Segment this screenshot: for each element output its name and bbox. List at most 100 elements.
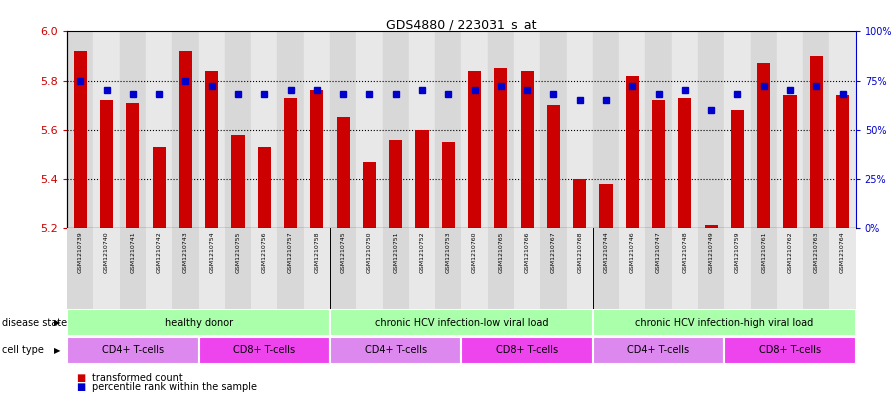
Bar [357, 228, 383, 309]
Bar [146, 228, 172, 309]
Bar [672, 228, 698, 309]
Bar [566, 228, 593, 309]
Text: GSM1210741: GSM1210741 [131, 231, 135, 273]
Bar [389, 140, 402, 228]
Bar [120, 31, 146, 228]
Text: GSM1210745: GSM1210745 [340, 231, 346, 273]
Bar [751, 31, 777, 228]
Bar [777, 228, 803, 309]
Text: GSM1210762: GSM1210762 [788, 231, 792, 273]
Bar [731, 110, 744, 228]
Text: CD4+ T-cells: CD4+ T-cells [365, 345, 426, 355]
Text: healthy donor: healthy donor [165, 318, 233, 328]
Text: CD4+ T-cells: CD4+ T-cells [102, 345, 164, 355]
Bar [330, 31, 357, 228]
Bar [810, 56, 823, 228]
Bar [435, 31, 461, 228]
Bar [304, 31, 330, 228]
Text: GSM1210740: GSM1210740 [104, 231, 109, 273]
Bar [619, 31, 645, 228]
Text: GSM1210751: GSM1210751 [393, 231, 398, 273]
Bar [409, 31, 435, 228]
Bar [383, 31, 409, 228]
Bar [645, 31, 672, 228]
Bar [625, 75, 639, 228]
Text: CD8+ T-cells: CD8+ T-cells [233, 345, 296, 355]
Bar [830, 228, 856, 309]
Text: GSM1210765: GSM1210765 [498, 231, 504, 273]
Bar [757, 63, 771, 228]
Bar [645, 228, 672, 309]
Bar [514, 228, 540, 309]
Text: GDS4880 / 223031_s_at: GDS4880 / 223031_s_at [386, 18, 537, 31]
Bar [100, 100, 113, 228]
Bar [357, 31, 383, 228]
Text: chronic HCV infection-high viral load: chronic HCV infection-high viral load [635, 318, 814, 328]
Bar [461, 228, 487, 309]
Bar [803, 31, 830, 228]
Bar [93, 31, 120, 228]
Bar [593, 309, 856, 336]
Bar [199, 337, 330, 364]
Text: GSM1210746: GSM1210746 [630, 231, 634, 273]
Bar [278, 31, 304, 228]
Bar [704, 226, 718, 228]
Bar [199, 31, 225, 228]
Bar [225, 228, 251, 309]
Bar [652, 100, 665, 228]
Bar [435, 228, 461, 309]
Bar [251, 228, 278, 309]
Bar [205, 71, 219, 228]
Bar [304, 228, 330, 309]
Bar [330, 309, 593, 336]
Bar [593, 31, 619, 228]
Bar [783, 95, 797, 228]
Text: GSM1210764: GSM1210764 [840, 231, 845, 273]
Bar [330, 337, 461, 364]
Bar [231, 135, 245, 228]
Bar [442, 142, 455, 228]
Bar [152, 147, 166, 228]
Bar [573, 179, 586, 228]
Bar [383, 228, 409, 309]
Text: ■: ■ [76, 382, 85, 392]
Text: GSM1210754: GSM1210754 [210, 231, 214, 273]
Bar [698, 228, 724, 309]
Bar [514, 31, 540, 228]
Bar [678, 98, 692, 228]
Text: ▶: ▶ [55, 346, 61, 354]
Bar [521, 71, 534, 228]
Bar [409, 228, 435, 309]
Bar [468, 71, 481, 228]
Bar [284, 98, 297, 228]
Text: GSM1210752: GSM1210752 [419, 231, 425, 273]
Bar [487, 228, 514, 309]
Bar [540, 31, 566, 228]
Text: chronic HCV infection-low viral load: chronic HCV infection-low viral load [375, 318, 548, 328]
Text: GSM1210747: GSM1210747 [656, 231, 661, 273]
Bar [251, 31, 278, 228]
Bar [67, 337, 199, 364]
Text: GSM1210759: GSM1210759 [735, 231, 740, 273]
Text: GSM1210749: GSM1210749 [709, 231, 713, 273]
Text: CD8+ T-cells: CD8+ T-cells [759, 345, 821, 355]
Text: transformed count: transformed count [92, 373, 183, 383]
Text: disease state: disease state [2, 318, 67, 328]
Text: percentile rank within the sample: percentile rank within the sample [92, 382, 257, 392]
Bar [258, 147, 271, 228]
Bar [199, 228, 225, 309]
Bar [416, 130, 428, 228]
Bar [830, 31, 856, 228]
Text: GSM1210767: GSM1210767 [551, 231, 556, 273]
Bar [461, 31, 487, 228]
Text: ■: ■ [76, 373, 85, 383]
Bar [593, 228, 619, 309]
Bar [120, 228, 146, 309]
Bar [67, 228, 93, 309]
Bar [278, 228, 304, 309]
Text: GSM1210750: GSM1210750 [367, 231, 372, 273]
Text: GSM1210753: GSM1210753 [446, 231, 451, 273]
Bar [672, 31, 698, 228]
Text: GSM1210758: GSM1210758 [314, 231, 319, 273]
Text: GSM1210766: GSM1210766 [525, 231, 530, 273]
